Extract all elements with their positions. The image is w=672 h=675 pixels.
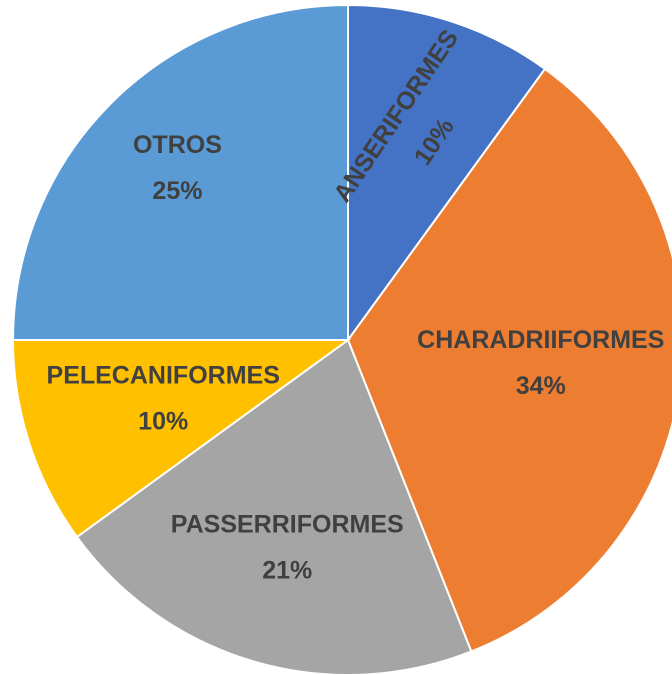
slice-value-label: 25%: [152, 177, 202, 205]
pie-slice: [347, 3, 547, 344]
pie-slice: [11, 3, 349, 341]
slice-label: PASSERRIFORMES: [171, 511, 404, 539]
pie-slice: [75, 338, 473, 675]
slice-value-label: 21%: [262, 557, 312, 585]
slice-value-label: 10%: [138, 408, 188, 436]
slice-label: PELECANIFORMES: [47, 362, 280, 390]
pie-slice: [346, 67, 672, 653]
slice-label: CHARADRIIFORMES: [417, 326, 664, 354]
pie-slice: [11, 339, 352, 539]
slice-value-label: 34%: [516, 372, 566, 400]
slice-label: OTROS: [133, 131, 222, 159]
